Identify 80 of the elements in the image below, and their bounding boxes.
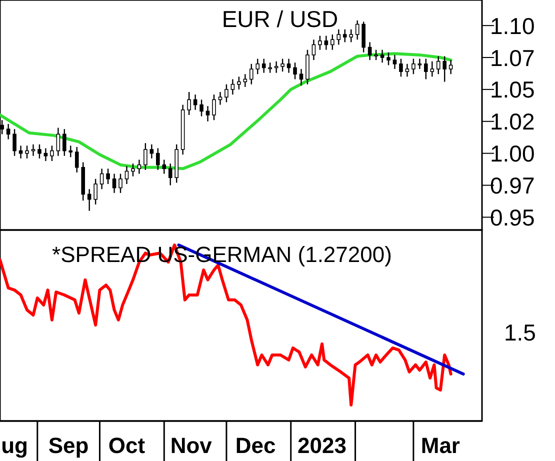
candlestick [237, 76, 241, 90]
candlestick [144, 142, 148, 171]
candlestick [124, 166, 129, 185]
y-tick-label: 1.05 [490, 76, 535, 103]
candlestick [268, 62, 272, 74]
candlestick [362, 21, 366, 53]
candlestick [386, 52, 390, 66]
candlestick [12, 128, 16, 156]
candlestick [256, 58, 260, 75]
candlestick [94, 178, 98, 206]
y-tick-label: 1.00 [490, 140, 535, 167]
candlestick [430, 60, 434, 78]
candlestick [224, 84, 228, 103]
candlestick [112, 173, 116, 194]
x-tick-label: 2023 [298, 433, 346, 458]
y-tick-label: 1.07 [490, 44, 535, 71]
candlestick [336, 28, 341, 46]
x-tick-label: Dec [235, 433, 276, 458]
candlestick [280, 58, 284, 72]
candlestick [299, 68, 304, 86]
candlestick [212, 94, 216, 121]
text: 1.5 [504, 319, 536, 346]
candlestick [342, 28, 347, 43]
candlestick [44, 148, 48, 162]
y-tick-label: 0.97 [490, 172, 535, 199]
candlestick [349, 28, 354, 43]
candlestick [218, 91, 222, 106]
candlestick [324, 35, 328, 50]
x-tick-label: Oct [108, 433, 146, 458]
candlestick [436, 56, 440, 75]
candlestick [62, 128, 66, 156]
candlestick [74, 146, 79, 174]
candlestick [162, 159, 166, 174]
candlestick [312, 39, 316, 61]
candlestick [6, 123, 10, 140]
candlestick [31, 144, 36, 156]
candlestick [374, 49, 378, 61]
candlestick [206, 105, 210, 122]
candlestick [56, 127, 60, 156]
chart-title: EUR / USD [222, 6, 338, 32]
candlestick [262, 58, 266, 74]
candlestick [25, 145, 29, 160]
candlestick [230, 78, 235, 96]
candlestick [156, 148, 160, 171]
candlestick [424, 58, 428, 80]
candlestick [150, 144, 154, 160]
candlestick [442, 56, 447, 82]
candlestick [249, 63, 254, 85]
candlestick [368, 42, 372, 61]
candlestick [380, 49, 384, 64]
candlestick [418, 58, 422, 70]
candlestick [355, 20, 360, 40]
y-tick-label: 0.95 [490, 204, 535, 230]
candlestick [293, 62, 297, 80]
x-tick-label: Nov [170, 433, 213, 458]
x-tick-label: Sep [48, 433, 89, 458]
y-tick-label: 1.10 [490, 12, 535, 39]
x-tick-label: ug [1, 433, 28, 458]
x-tick-label: Mar [420, 433, 460, 458]
candlestick [412, 58, 416, 75]
candlestick [200, 99, 204, 117]
candlestick [38, 144, 42, 160]
candlestick [131, 162, 135, 177]
candlestick [118, 173, 122, 194]
candlestick [448, 59, 453, 75]
candlestick [50, 145, 54, 162]
candlestick [318, 35, 322, 50]
y-tick-label: 1.02 [490, 108, 535, 135]
candlestick [68, 145, 73, 158]
candlestick [286, 58, 291, 74]
candlestick [399, 58, 403, 78]
candlestick [405, 63, 410, 78]
candlestick [330, 34, 334, 50]
candlestick [274, 60, 278, 74]
candlestick [106, 168, 110, 185]
candlestick [392, 54, 397, 70]
candlestick [137, 159, 142, 174]
candlestick [100, 168, 104, 190]
candlestick [187, 91, 191, 116]
candlestick [168, 162, 172, 186]
